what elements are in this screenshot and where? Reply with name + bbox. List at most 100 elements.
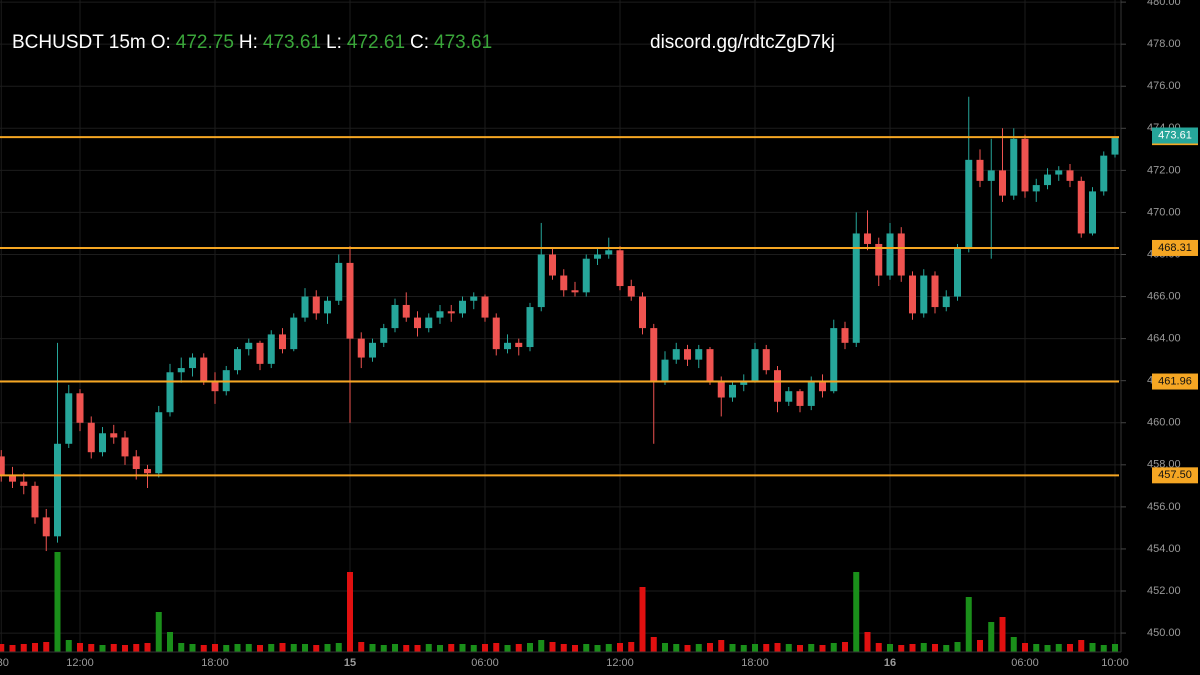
volume-bar <box>32 643 38 652</box>
volume-bar <box>54 552 61 652</box>
volume-bar <box>392 644 398 652</box>
candle-layer <box>0 96 1119 552</box>
candle-body <box>537 254 545 308</box>
readout-label: L: <box>326 32 342 53</box>
volume-bar <box>932 644 938 652</box>
candle-body <box>369 342 376 358</box>
y-tick-label: 466.00 <box>1147 290 1181 302</box>
volume-bar <box>583 644 590 652</box>
y-tick-label: 470.00 <box>1147 206 1181 218</box>
volume-bar <box>380 645 387 652</box>
candle-body <box>245 342 253 350</box>
volume-bar <box>560 644 567 652</box>
volume-bar <box>178 643 185 652</box>
volume-bar <box>212 644 218 652</box>
candle-body <box>312 296 320 314</box>
volume-bar <box>650 637 657 652</box>
candle-body <box>200 357 208 381</box>
y-tick-label: 476.00 <box>1147 80 1181 92</box>
candle-body <box>987 170 995 181</box>
candle-body <box>144 469 151 474</box>
volume-bar <box>414 645 421 652</box>
volume-bar <box>459 644 466 652</box>
volume-bar <box>965 597 972 652</box>
candle-body <box>740 380 748 385</box>
volume-bar <box>1089 643 1096 652</box>
grid <box>0 0 1121 652</box>
x-tick-label: 10:00 <box>1101 657 1129 669</box>
candle-body <box>1044 174 1051 186</box>
volume-bar <box>302 644 308 652</box>
volume-bar <box>335 643 342 652</box>
candle-body <box>1055 170 1063 175</box>
readout-label: H: <box>239 32 258 53</box>
volume-bar <box>504 645 511 652</box>
candle-body <box>335 262 343 301</box>
readout-label: O: <box>151 32 171 53</box>
volume-bar <box>920 643 927 652</box>
volume-bar <box>1112 644 1118 652</box>
readout-value: 473.61 <box>263 32 321 53</box>
level-tag <box>1152 239 1198 256</box>
volume-bar <box>797 645 803 652</box>
volume-bar <box>943 645 950 652</box>
volume-bar <box>740 645 747 652</box>
volume-bar <box>977 640 983 652</box>
volume-bar <box>954 642 961 652</box>
candle-body <box>717 380 725 398</box>
candle-body <box>616 250 624 287</box>
volume-bar <box>122 645 128 652</box>
volume-bar <box>110 644 117 652</box>
candle-body <box>571 290 579 293</box>
volume-bar <box>482 644 488 652</box>
volume-bar <box>245 644 252 652</box>
level-tag-label: 457.50 <box>1158 469 1192 481</box>
volume-bar <box>167 632 173 652</box>
candle-body <box>819 380 826 392</box>
volume-bar <box>1022 643 1028 652</box>
volume-bar <box>448 644 455 652</box>
candle-body <box>594 254 601 259</box>
x-tick-label: 16 <box>884 657 896 669</box>
x-tick-label: 15 <box>344 657 356 669</box>
candle-body <box>279 334 286 350</box>
readout-value: 473.61 <box>434 32 492 53</box>
level-tag <box>1152 467 1198 484</box>
candle-body <box>864 233 871 244</box>
candle-body <box>324 300 331 314</box>
volume-bar <box>808 644 815 652</box>
candle-body <box>909 275 916 314</box>
candle-body <box>706 349 714 381</box>
readout-value: 472.75 <box>176 32 234 53</box>
volume-bar <box>639 587 646 652</box>
volume-bar <box>684 645 691 652</box>
x-tick-label: 12:00 <box>66 657 94 669</box>
volume-bar <box>1010 637 1017 652</box>
candle-body <box>425 317 433 329</box>
candle-body <box>436 311 444 318</box>
y-tick-label: 456.00 <box>1147 501 1181 513</box>
y-tick-label: 464.00 <box>1147 333 1181 345</box>
candle-body <box>1100 155 1108 192</box>
volume-bar <box>189 644 196 652</box>
candle-body <box>875 243 883 276</box>
volume-bar <box>1044 645 1051 652</box>
candle-body <box>841 328 849 343</box>
candle-body <box>470 296 478 301</box>
candle-body <box>897 233 905 276</box>
candle-body <box>481 296 489 318</box>
volume-bar <box>20 644 27 652</box>
x-tick-label: 12:00 <box>606 657 634 669</box>
candle-body <box>459 300 466 314</box>
volume-bar <box>403 645 410 652</box>
volume-bar <box>144 643 151 652</box>
y-tick-label: 450.00 <box>1147 627 1181 639</box>
volume-bar <box>774 643 781 652</box>
level-tag-label: 461.96 <box>1158 375 1192 387</box>
volume-bar <box>628 642 635 652</box>
volume-bar <box>268 644 275 652</box>
volume-bar <box>425 644 432 652</box>
candle-body <box>1111 136 1119 155</box>
volume-bar <box>718 640 725 652</box>
candle-body <box>796 391 804 406</box>
